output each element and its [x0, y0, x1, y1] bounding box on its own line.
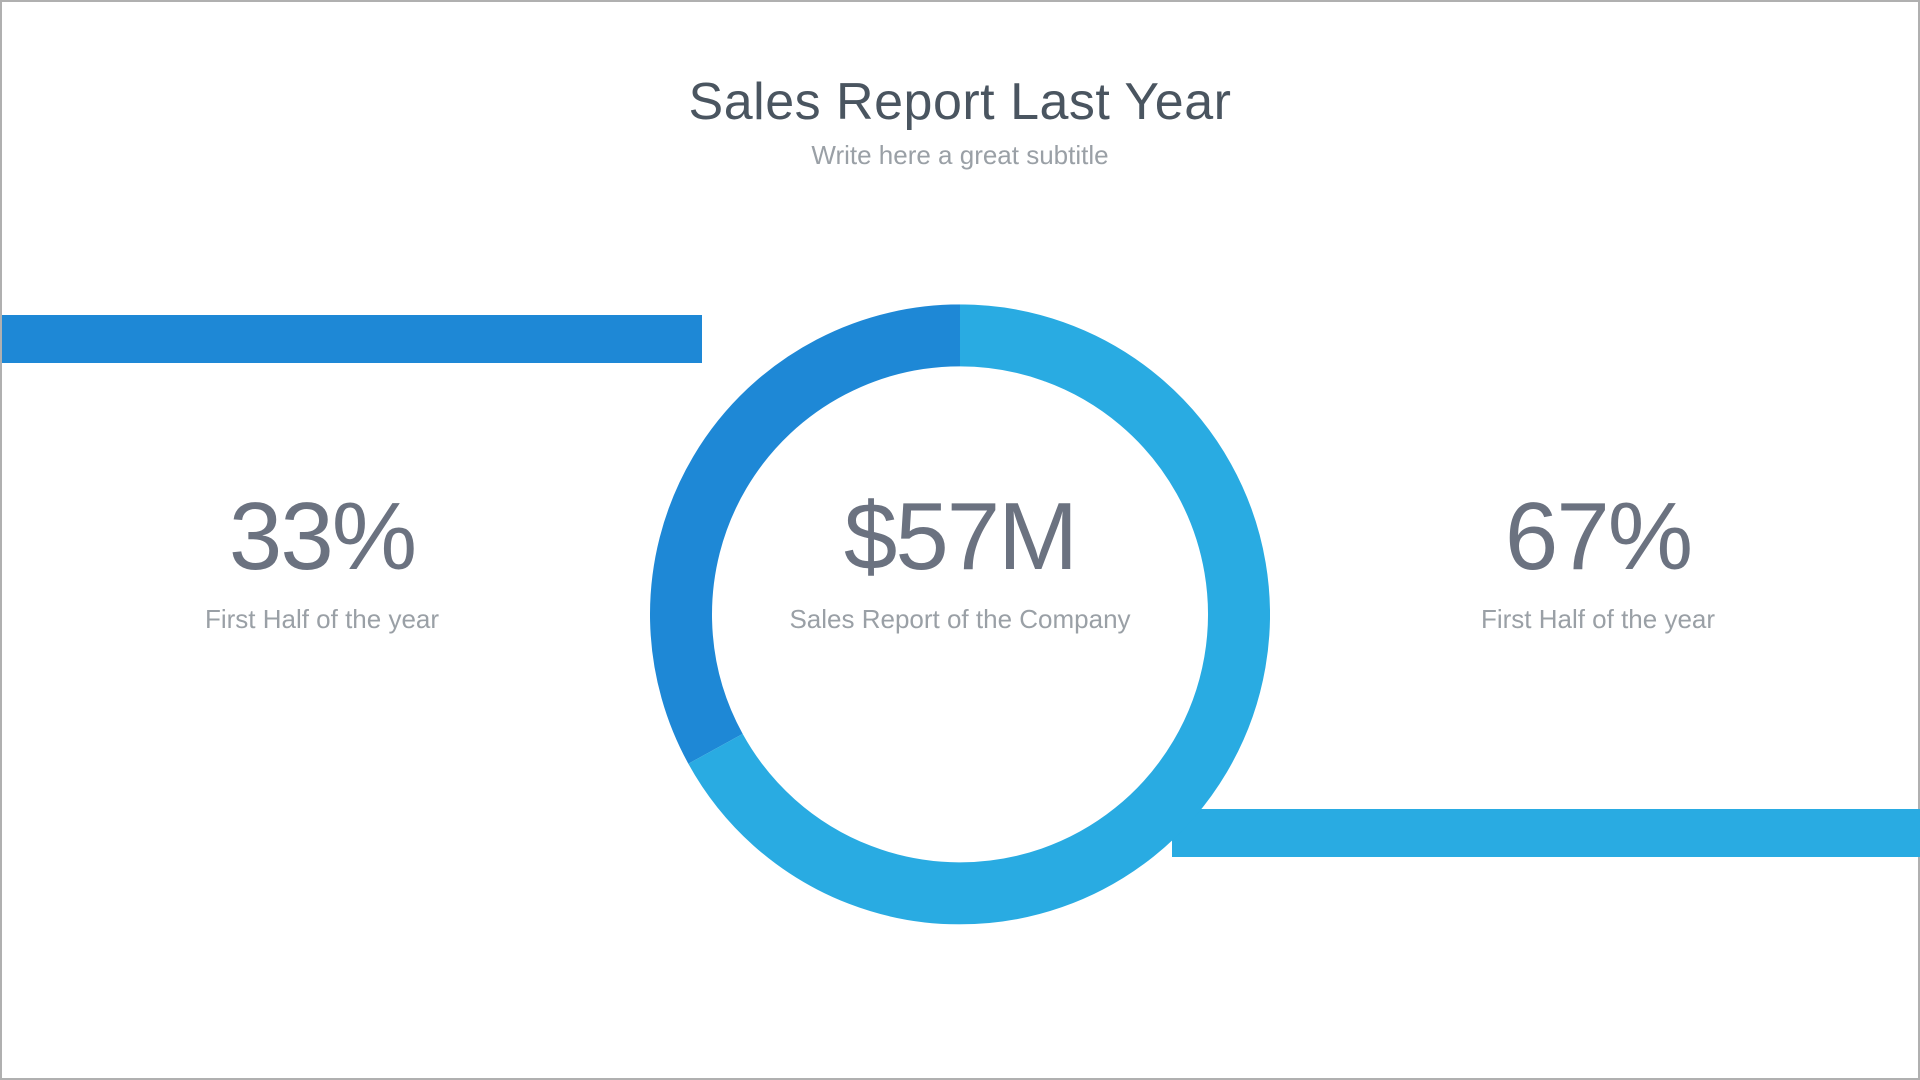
page-title: Sales Report Last Year — [2, 72, 1918, 132]
header: Sales Report Last Year Write here a grea… — [2, 2, 1918, 171]
donut-chart — [650, 304, 1270, 924]
center-stat-value: $57M — [710, 482, 1210, 592]
connector-bar-left — [2, 315, 702, 363]
right-stat-subtitle: First Half of the year — [1398, 604, 1798, 635]
right-stat-value: 67% — [1398, 482, 1798, 592]
page-subtitle: Write here a great subtitle — [2, 140, 1918, 171]
left-stat-value: 33% — [122, 482, 522, 592]
donut-svg — [650, 304, 1270, 924]
center-stat-subtitle: Sales Report of the Company — [710, 604, 1210, 635]
connector-bar-right — [1172, 809, 1920, 857]
center-stat: $57M Sales Report of the Company — [710, 482, 1210, 635]
left-stat: 33% First Half of the year — [122, 482, 522, 635]
right-stat: 67% First Half of the year — [1398, 482, 1798, 635]
donut-segment-1 — [716, 335, 1239, 893]
left-stat-subtitle: First Half of the year — [122, 604, 522, 635]
donut-segment-0 — [681, 335, 960, 748]
